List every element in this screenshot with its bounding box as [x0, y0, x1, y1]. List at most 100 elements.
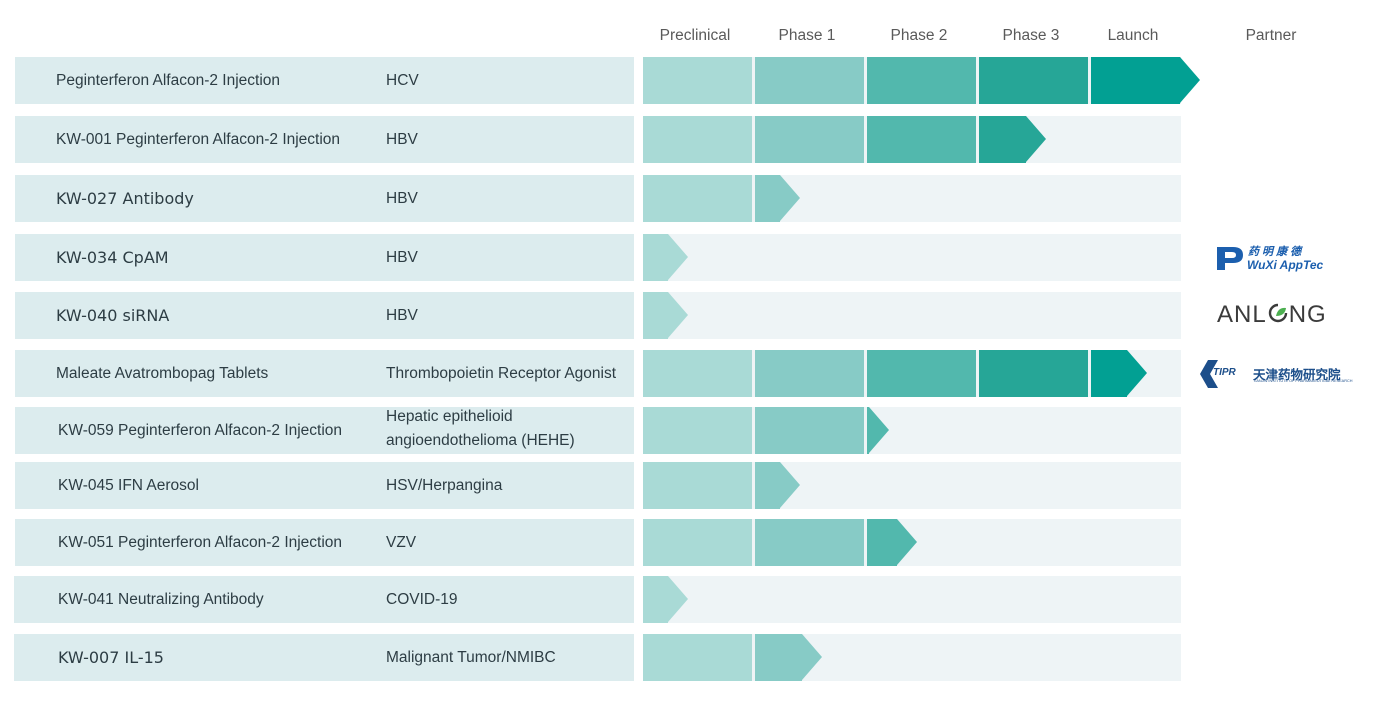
progress-arrow-icon	[668, 292, 688, 338]
drug-name: KW-059 Peginterferon Alfacon-2 Injection	[58, 421, 343, 439]
progress-segment-phase-2	[867, 407, 869, 454]
row-label-background	[14, 634, 634, 681]
progress-arrow-icon	[668, 234, 688, 280]
progress-track	[643, 576, 1181, 623]
progress-arrow-icon	[869, 407, 889, 453]
drug-name: Maleate Avatrombopag Tablets	[56, 364, 269, 382]
progress-segment-launch	[1091, 350, 1127, 397]
progress-segment-preclinical	[643, 234, 668, 281]
progress-segment-phase-1	[755, 350, 864, 397]
partner-anlong-text: NG	[1288, 301, 1327, 328]
progress-arrow-icon	[1026, 116, 1046, 162]
progress-arrow-icon	[780, 462, 800, 508]
progress-segment-phase-1	[755, 407, 864, 454]
progress-arrow-icon	[802, 634, 822, 680]
indication: HBV	[386, 128, 418, 152]
row-label-background	[15, 519, 634, 566]
progress-segment-preclinical	[643, 519, 752, 566]
progress-segment-phase-3	[979, 350, 1088, 397]
phase-header-phase-2: Phase 2	[890, 27, 948, 44]
phase-header-launch: Launch	[1107, 27, 1159, 44]
indication-line: HBV	[386, 130, 418, 148]
drug-name: KW-051 Peginterferon Alfacon-2 Injection	[58, 533, 343, 551]
drug-name: KW-001 Peginterferon Alfacon-2 Injection	[56, 130, 341, 148]
progress-segment-phase-1	[755, 57, 864, 104]
progress-segment-phase-1	[755, 462, 780, 509]
progress-segment-preclinical	[643, 576, 668, 623]
row-label-background	[15, 234, 634, 281]
progress-segment-phase-1	[755, 634, 802, 681]
partner-header: Partner	[1245, 27, 1297, 44]
progress-arrow-icon	[780, 175, 800, 221]
partner-tipr-cn: 天津药物研究院	[1253, 368, 1341, 382]
progress-segment-phase-2	[867, 519, 897, 566]
drug-name: KW-007 IL-15	[58, 647, 164, 667]
progress-segment-phase-3	[979, 116, 1026, 163]
indication-line: HBV	[386, 306, 418, 324]
progress-segment-phase-1	[755, 519, 864, 566]
partner-anlong-logo: ANL NG	[1217, 301, 1327, 331]
progress-segment-preclinical	[643, 350, 752, 397]
progress-segment-preclinical	[643, 175, 752, 222]
indication: Thrombopoietin Receptor Agonist	[386, 362, 616, 386]
indication: HBV	[386, 187, 418, 211]
wuxi-logo-icon	[1215, 243, 1245, 278]
indication: HSV/Herpangina	[386, 474, 502, 498]
progress-segment-preclinical	[643, 634, 752, 681]
progress-segment-launch	[1091, 57, 1180, 104]
row-label-background	[15, 350, 634, 397]
indication-line: Thrombopoietin Receptor Agonist	[386, 364, 617, 382]
drug-name: KW-045 IFN Aerosol	[58, 476, 199, 494]
progress-segment-phase-3	[979, 57, 1088, 104]
indication: HBV	[386, 246, 418, 270]
progress-segment-preclinical	[643, 407, 752, 454]
indication-line: HBV	[386, 248, 418, 266]
progress-segment-phase-2	[867, 350, 976, 397]
partner-wuxi-cn: 药 明 康 德	[1248, 246, 1302, 258]
indication-line: COVID-19	[386, 590, 458, 608]
progress-arrow-icon	[897, 519, 917, 565]
partner-tipr-en: TIANJIN INSTITUTE OF PHARMACEUTICAL RESE…	[1253, 379, 1353, 383]
indication: VZV	[386, 531, 416, 555]
indication-line: HSV/Herpangina	[386, 476, 503, 494]
indication: Hepatic epithelioid angioendothelioma (HE…	[386, 405, 575, 453]
row-label-background	[15, 175, 634, 222]
leaf-icon	[1267, 302, 1289, 331]
partner-anlong-text: ANL	[1217, 301, 1267, 328]
progress-track	[643, 292, 1181, 339]
indication: HCV	[386, 69, 419, 93]
indication-line: Malignant Tumor/NMIBC	[386, 648, 556, 666]
phase-header-phase-1: Phase 1	[778, 27, 836, 44]
progress-segment-phase-2	[867, 57, 976, 104]
drug-name: KW-040 siRNA	[56, 305, 170, 325]
row-label-background	[15, 292, 634, 339]
phase-header-preclinical: Preclinical	[659, 27, 731, 44]
row-label-background	[15, 116, 634, 163]
row-label-background	[14, 576, 634, 623]
tipr-logo-icon	[1198, 358, 1250, 395]
progress-track	[643, 234, 1181, 281]
indication-line: angioendothelioma (HEHE)	[386, 431, 575, 449]
indication: COVID-19	[386, 588, 458, 612]
drug-name: KW-034 CpAM	[56, 247, 169, 267]
partner-tipr-short: TIPR	[1213, 367, 1236, 378]
progress-arrow-icon	[1127, 350, 1147, 396]
row-label-background	[15, 57, 634, 104]
progress-segment-phase-2	[867, 116, 976, 163]
phase-header-phase-3: Phase 3	[1002, 27, 1060, 44]
row-label-background	[15, 407, 634, 454]
row-label-background	[15, 462, 634, 509]
progress-segment-phase-1	[755, 175, 780, 222]
drug-name: Peginterferon Alfacon-2 Injection	[56, 71, 281, 89]
indication-line: VZV	[386, 533, 417, 551]
indication: Malignant Tumor/NMIBC	[386, 646, 556, 670]
progress-segment-preclinical	[643, 57, 752, 104]
indication-line: HBV	[386, 189, 418, 207]
progress-arrow-icon	[668, 576, 688, 622]
progress-arrow-icon	[1180, 57, 1200, 103]
indication: HBV	[386, 304, 418, 328]
indication-line: Hepatic epithelioid	[386, 407, 513, 425]
drug-name: KW-041 Neutralizing Antibody	[58, 590, 264, 608]
progress-segment-preclinical	[643, 292, 668, 339]
